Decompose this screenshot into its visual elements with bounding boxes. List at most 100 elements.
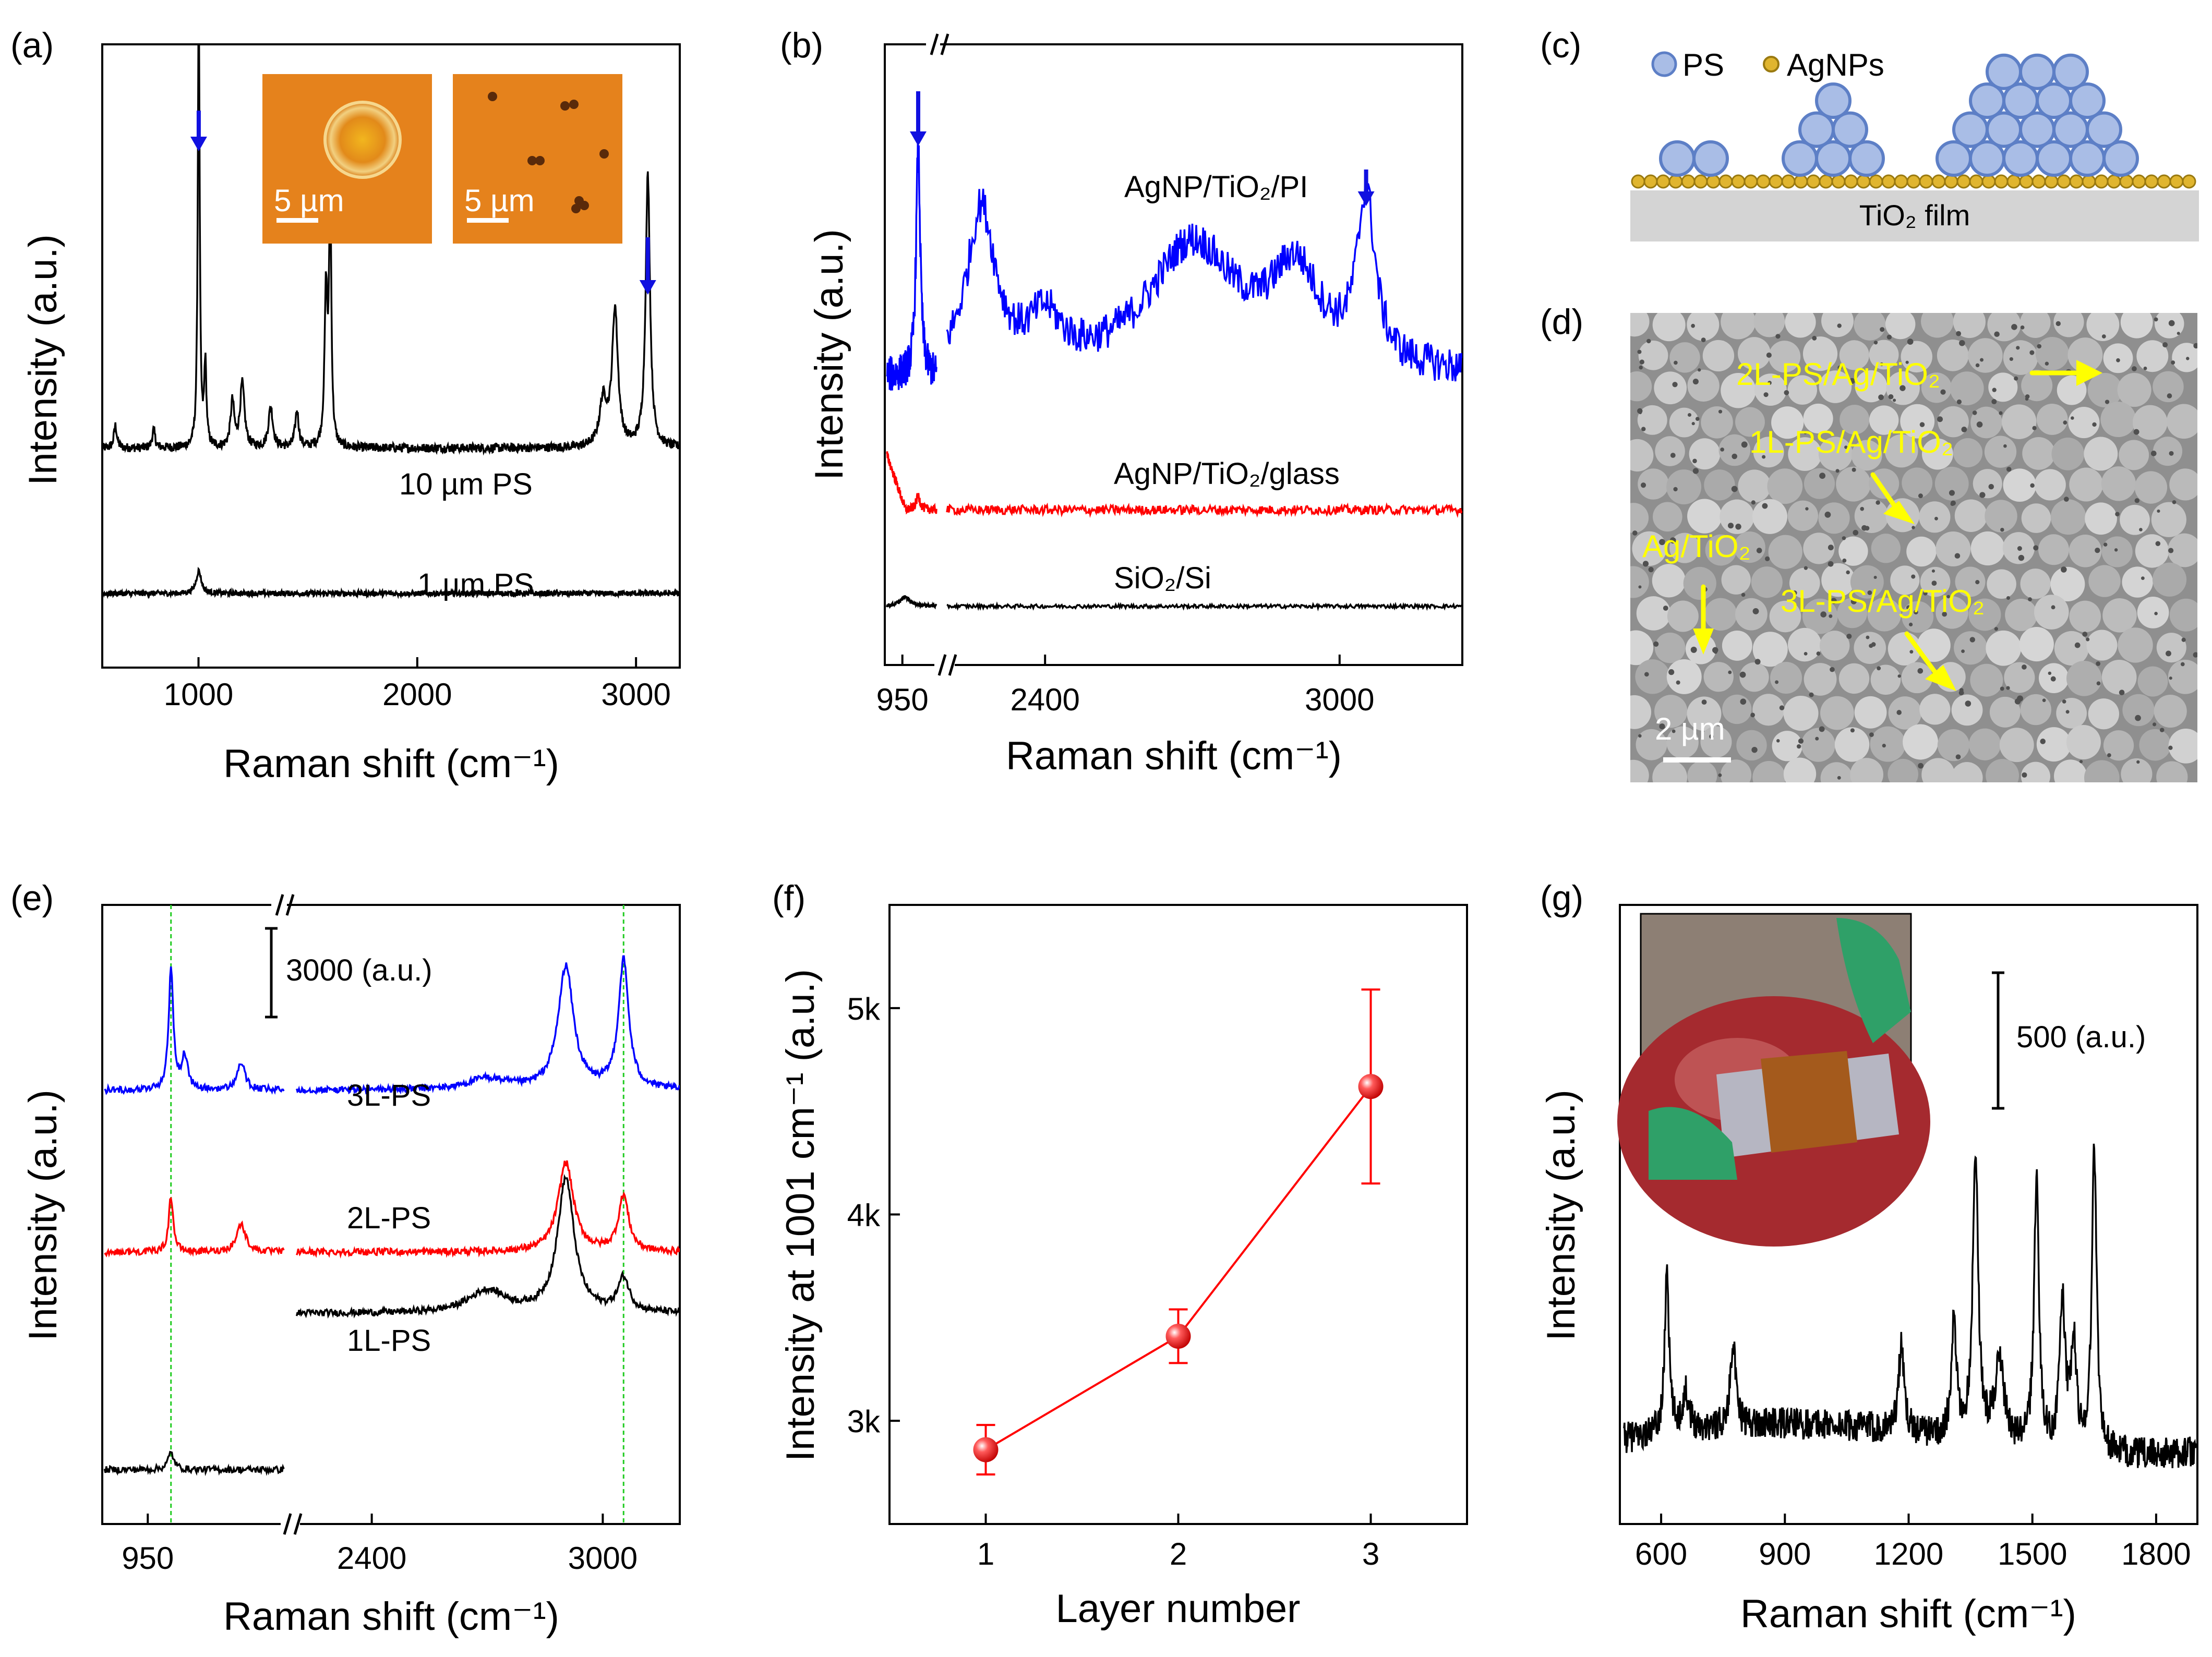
sem-agnp-cluster	[2048, 671, 2052, 675]
sem-agnp-cluster	[1641, 482, 1646, 488]
sem-sphere	[1921, 438, 1953, 470]
sem-sphere	[1720, 759, 1752, 782]
sem-agnp-cluster	[1880, 327, 1885, 332]
sem-sphere	[1819, 370, 1852, 403]
sem-agnp-cluster	[1741, 441, 1748, 448]
sem-agnp-cluster	[2017, 695, 2023, 702]
agnp	[2107, 174, 2121, 189]
sem-sphere	[1669, 533, 1700, 563]
sem-sphere	[1722, 694, 1752, 724]
sem-agnp-cluster	[2022, 664, 2027, 670]
chart-e-xtick-label: 2400	[337, 1541, 406, 1576]
chart-e-xtick-label: 950	[122, 1541, 174, 1576]
sem-sphere	[1735, 598, 1768, 631]
sem-sphere	[1970, 663, 2003, 697]
sem-agnp-cluster	[1669, 537, 1676, 544]
chart-b-series-glass	[886, 451, 937, 515]
sem-agnp-cluster	[1798, 738, 1804, 744]
chart-f-xtick-label: 2	[1170, 1537, 1187, 1571]
panel-label-d: (d)	[1540, 302, 1583, 342]
sem-sphere	[2020, 694, 2052, 725]
sem-sphere	[1635, 659, 1670, 694]
sem-sphere	[1769, 341, 1801, 373]
ps-sphere	[1832, 111, 1868, 148]
sem-agnp-cluster	[1674, 360, 1678, 365]
sem-agnp-cluster	[1959, 340, 1965, 346]
sem-label-1l: 1L-PS/Ag/TiO₂	[1749, 425, 1953, 459]
sem-sphere	[2051, 438, 2085, 470]
sem-sphere	[1803, 533, 1835, 564]
sem-sphere	[1787, 627, 1822, 662]
sem-sphere	[2034, 469, 2066, 501]
sem-sphere	[1783, 696, 1819, 731]
sem-sphere	[1630, 759, 1649, 782]
sem-agnp-cluster	[2020, 325, 2025, 330]
sem-sphere	[1804, 468, 1835, 499]
chart-g-ylabel: Intensity (a.u.)	[1539, 1090, 1583, 1341]
sem-agnp-cluster	[1701, 337, 1706, 343]
sem-agnp-cluster	[1907, 338, 1914, 345]
agnp	[1744, 174, 1758, 189]
sem-agnp-cluster	[1923, 591, 1928, 596]
sem-sphere	[2019, 627, 2054, 662]
sem-agnp-cluster	[2139, 528, 2143, 531]
chart-f-ytick-label: 5k	[847, 991, 881, 1026]
agnp	[1969, 174, 1983, 189]
chart-e-series-1l-ps	[103, 1450, 285, 1477]
sem-sphere	[1921, 372, 1952, 403]
sem-sphere	[2169, 598, 2197, 632]
sem-sphere	[2069, 467, 2103, 502]
sem-sphere	[2069, 534, 2102, 567]
sem-sphere	[2084, 437, 2118, 471]
agnp	[1981, 174, 1996, 189]
panel-label-a: (a)	[10, 26, 54, 65]
sem-agnp-cluster	[1999, 411, 2003, 415]
agnp	[1718, 174, 1733, 189]
sem-sphere	[1970, 531, 2005, 566]
sem-agnp-cluster	[2153, 722, 2157, 727]
sem-sphere	[1705, 534, 1737, 566]
agnp	[2082, 174, 2096, 189]
sem-agnp-cluster	[1994, 627, 1998, 631]
sem-agnp-cluster	[1958, 690, 1964, 696]
sem-sphere	[2156, 761, 2188, 782]
chart-f-xtick-label: 3	[1362, 1537, 1379, 1571]
sem-agnp-cluster	[2157, 509, 2160, 513]
sem-agnp-cluster	[1692, 458, 1697, 464]
chart-a-inset-particles-image: 5 µm	[453, 74, 622, 244]
sem-agnp-cluster	[2006, 686, 2010, 690]
sem-agnp-cluster	[2101, 334, 2106, 338]
sem-agnp-cluster	[1767, 381, 1772, 385]
sem-agnp-cluster	[1972, 410, 1977, 415]
sem-sphere	[2019, 313, 2051, 338]
sem-agnp-cluster	[1942, 611, 1947, 617]
sem-sphere	[1788, 437, 1822, 471]
sem-label-2l: 2L-PS/Ag/TiO₂	[1736, 357, 1940, 392]
sem-agnp-cluster	[2180, 662, 2185, 667]
sem-agnp-cluster	[1911, 574, 1916, 579]
chart-b-axis-break-top	[930, 33, 949, 55]
sem-sphere	[1737, 337, 1771, 370]
sem-sphere	[2100, 402, 2136, 438]
sem-agnp-cluster	[2105, 400, 2110, 404]
legend-agnps-label: AgNPs	[1787, 47, 1884, 82]
sem-sphere	[1689, 438, 1721, 470]
sem-sphere	[1903, 724, 1939, 760]
chart-b-series-pi	[946, 183, 1462, 382]
sem-agnp-cluster	[1642, 561, 1649, 567]
sem-sphere	[1870, 664, 1901, 695]
sem-agnp-cluster	[1846, 570, 1850, 575]
sem-agnp-cluster	[1918, 763, 1924, 769]
chart-g-xtick-label: 900	[1759, 1537, 1811, 1571]
sem-sphere	[1937, 339, 1969, 371]
sem-agnp-cluster	[2168, 745, 2173, 750]
sem-sphere	[2068, 406, 2100, 439]
agnp	[1781, 174, 1796, 189]
sem-agnp-cluster	[1837, 323, 1842, 328]
ps-sphere-stacks	[1659, 53, 2139, 177]
sem-sphere	[1900, 404, 1935, 439]
sem-sphere	[1655, 436, 1685, 466]
ps-sphere	[1815, 82, 1852, 119]
sem-agnp-cluster	[1850, 728, 1855, 733]
sem-sphere	[1667, 600, 1699, 632]
